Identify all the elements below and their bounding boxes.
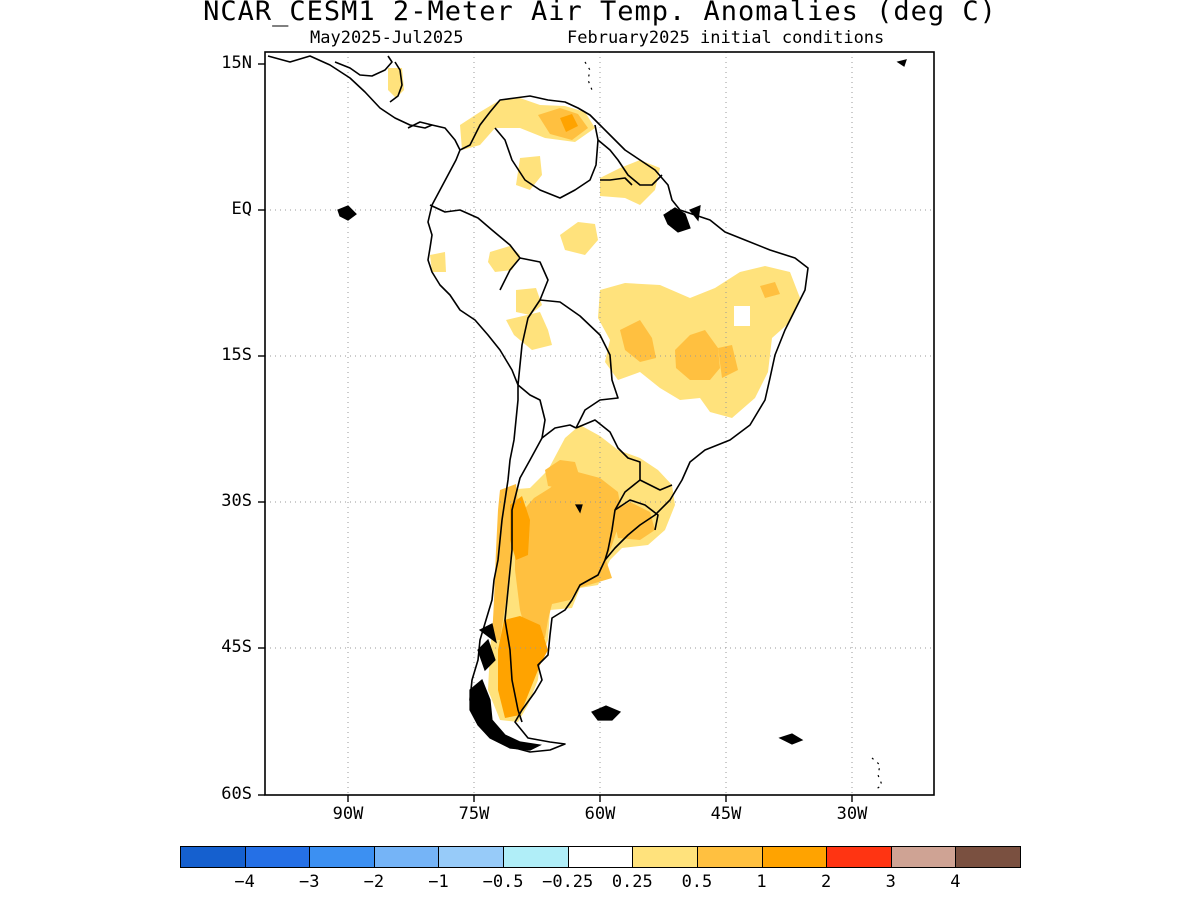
chart-title: NCAR_CESM1 2-Meter Air Temp. Anomalies (… [203,0,997,27]
legend-swatch [696,846,763,868]
legend-swatch [180,846,246,868]
legend-swatch [955,846,1021,868]
legend-swatch [244,846,311,868]
axis-ticks [258,63,853,802]
legend-label: −3 [298,872,320,892]
legend-swatch [890,846,957,868]
legend-label: 1 [756,872,767,892]
islands [337,59,907,751]
color-legend [180,846,1021,868]
legend-swatch [438,846,505,868]
lat-label-15s: 15S [221,345,252,365]
legend-label: −0.25 [542,872,594,892]
legend-label: 0.5 [681,872,713,892]
legend-label: 0.25 [611,872,653,892]
legend-label: 4 [950,872,961,892]
lat-label-15n: 15N [221,53,252,73]
legend-swatch [761,846,828,868]
lat-label-30s: 30S [221,491,252,511]
legend-swatch [309,846,375,868]
lat-label-60s: 60S [221,784,252,804]
lat-label-eq: EQ [231,199,252,219]
legend-swatch [567,846,634,868]
initial-conditions: February2025 initial conditions [567,28,885,48]
legend-label: 2 [821,872,832,892]
lon-label-60w: 60W [584,804,616,824]
legend-label: −1 [428,872,449,892]
legend-label: 3 [885,872,896,892]
legend-swatch [373,846,440,868]
lat-label-45s: 45S [221,637,252,657]
legend-label: −2 [363,872,385,892]
lon-label-30w: 30W [836,804,868,824]
anomaly-strong [498,114,578,718]
lon-label-45w: 45W [710,804,742,824]
coastlines [267,55,809,753]
lon-label-90w: 90W [332,804,364,824]
legend-swatch [826,846,892,868]
forecast-period: May2025-Jul2025 [310,28,464,48]
small-islands [584,61,883,791]
legend-label: −0.5 [482,872,524,892]
lon-label-75w: 75W [458,804,490,824]
legend-swatch [503,846,569,868]
legend-label: −4 [234,872,255,892]
legend-swatch [632,846,698,868]
